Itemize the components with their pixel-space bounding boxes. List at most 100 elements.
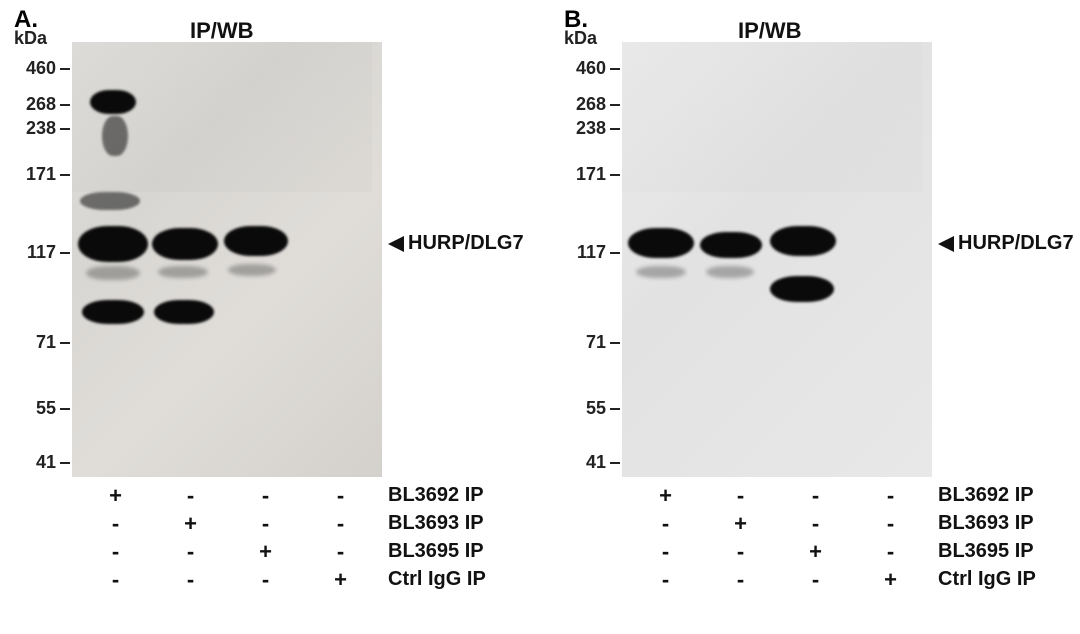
tick-icon bbox=[60, 462, 70, 464]
tick-icon bbox=[60, 128, 70, 130]
tick-icon bbox=[610, 252, 620, 254]
mw-marker: 55 bbox=[36, 398, 70, 419]
arrow-icon bbox=[938, 236, 954, 252]
mw-value: 41 bbox=[36, 452, 56, 472]
lane-cell: - bbox=[78, 511, 153, 537]
blot-band bbox=[154, 300, 214, 324]
lane-cell: - bbox=[628, 511, 703, 537]
lane-cell: + bbox=[78, 483, 153, 509]
mw-value: 268 bbox=[576, 94, 606, 114]
blot-band bbox=[700, 232, 762, 258]
blot-band bbox=[628, 228, 694, 258]
lane-cell: - bbox=[628, 539, 703, 565]
panel-b-lanes: +---BL3692 IP-+--BL3693 IP--+-BL3695 IP-… bbox=[628, 482, 928, 594]
blot-band bbox=[78, 226, 148, 262]
panel-a-target-text: HURP/DLG7 bbox=[408, 232, 524, 254]
lane-cell: - bbox=[153, 567, 228, 593]
lane-row: -+-- bbox=[628, 510, 928, 538]
lane-cell: + bbox=[153, 511, 228, 537]
blot-band bbox=[80, 192, 140, 210]
panel-a-lanes: +---BL3692 IP-+--BL3693 IP--+-BL3695 IP-… bbox=[78, 482, 378, 594]
lane-cell: - bbox=[153, 539, 228, 565]
mw-value: 71 bbox=[36, 332, 56, 352]
mw-marker: 171 bbox=[26, 164, 70, 185]
lane-cell: - bbox=[853, 539, 928, 565]
mw-value: 55 bbox=[36, 398, 56, 418]
panel-b-kda: kDa bbox=[564, 28, 597, 49]
blot-band bbox=[90, 90, 136, 114]
lane-cell: - bbox=[778, 567, 853, 593]
mw-value: 117 bbox=[577, 242, 606, 262]
lane-row: -+-- bbox=[78, 510, 378, 538]
noise-overlay bbox=[622, 42, 922, 192]
arrow-icon bbox=[388, 236, 404, 252]
tick-icon bbox=[610, 342, 620, 344]
mw-value: 268 bbox=[26, 94, 56, 114]
lane-cell: - bbox=[228, 511, 303, 537]
lane-label: Ctrl IgG IP bbox=[388, 568, 486, 591]
lane-cell: - bbox=[78, 539, 153, 565]
lane-row: --+- bbox=[78, 538, 378, 566]
tick-icon bbox=[610, 174, 620, 176]
mw-value: 171 bbox=[576, 164, 606, 184]
lane-label: BL3695 IP bbox=[938, 540, 1034, 563]
lane-cell: - bbox=[703, 567, 778, 593]
tick-icon bbox=[60, 342, 70, 344]
tick-icon bbox=[60, 174, 70, 176]
mw-value: 171 bbox=[26, 164, 56, 184]
lane-cell: + bbox=[303, 567, 378, 593]
lane-label: BL3693 IP bbox=[388, 512, 484, 535]
mw-marker: 71 bbox=[36, 332, 70, 353]
mw-value: 117 bbox=[27, 242, 56, 262]
tick-icon bbox=[60, 68, 70, 70]
tick-icon bbox=[610, 462, 620, 464]
panel-a-blot bbox=[72, 42, 382, 477]
panel-b-target-text: HURP/DLG7 bbox=[958, 232, 1074, 254]
tick-icon bbox=[610, 128, 620, 130]
blot-band bbox=[636, 266, 686, 278]
mw-marker: 268 bbox=[26, 94, 70, 115]
lane-row: ---+ bbox=[628, 566, 928, 594]
mw-value: 55 bbox=[586, 398, 606, 418]
mw-marker: 460 bbox=[576, 58, 620, 79]
mw-marker: 171 bbox=[576, 164, 620, 185]
blot-band bbox=[770, 226, 836, 256]
lane-cell: - bbox=[703, 483, 778, 509]
lane-cell: + bbox=[228, 539, 303, 565]
tick-icon bbox=[60, 252, 70, 254]
blot-band bbox=[152, 228, 218, 260]
mw-marker: 238 bbox=[576, 118, 620, 139]
lane-cell: - bbox=[853, 483, 928, 509]
blot-band bbox=[158, 266, 208, 278]
lane-cell: + bbox=[853, 567, 928, 593]
tick-icon bbox=[610, 104, 620, 106]
lane-cell: - bbox=[703, 539, 778, 565]
tick-icon bbox=[610, 68, 620, 70]
lane-cell: - bbox=[303, 539, 378, 565]
lane-cell: - bbox=[778, 483, 853, 509]
mw-marker: 460 bbox=[26, 58, 70, 79]
lane-cell: - bbox=[153, 483, 228, 509]
lane-cell: - bbox=[853, 511, 928, 537]
blot-band bbox=[224, 226, 288, 256]
lane-row: +--- bbox=[628, 482, 928, 510]
mw-value: 460 bbox=[26, 58, 56, 78]
mw-marker: 268 bbox=[576, 94, 620, 115]
blot-band bbox=[102, 116, 128, 156]
panel-b-target: HURP/DLG7 bbox=[938, 232, 1074, 255]
tick-icon bbox=[60, 104, 70, 106]
mw-marker: 55 bbox=[586, 398, 620, 419]
tick-icon bbox=[60, 408, 70, 410]
lane-cell: - bbox=[778, 511, 853, 537]
lane-label: BL3692 IP bbox=[938, 484, 1034, 507]
mw-marker: 117 bbox=[577, 242, 620, 263]
blot-band bbox=[82, 300, 144, 324]
lane-label: Ctrl IgG IP bbox=[938, 568, 1036, 591]
mw-value: 41 bbox=[586, 452, 606, 472]
lane-cell: - bbox=[228, 567, 303, 593]
lane-cell: + bbox=[628, 483, 703, 509]
mw-marker: 41 bbox=[36, 452, 70, 473]
mw-value: 238 bbox=[576, 118, 606, 138]
lane-cell: - bbox=[228, 483, 303, 509]
mw-marker: 117 bbox=[27, 242, 70, 263]
